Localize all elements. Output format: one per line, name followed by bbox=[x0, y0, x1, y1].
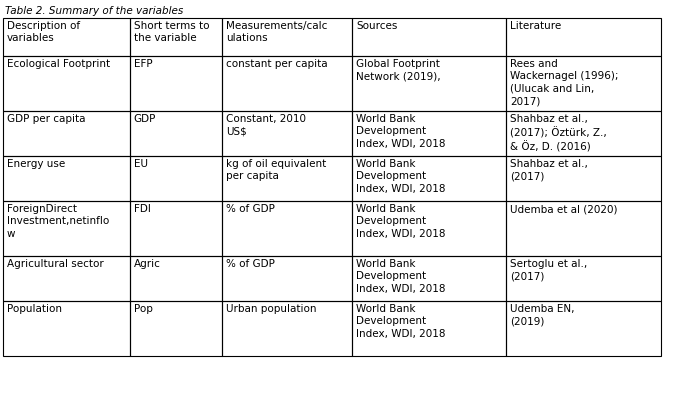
Bar bbox=[223, 256, 352, 301]
Text: Table 2. Summary of the variables: Table 2. Summary of the variables bbox=[5, 6, 183, 16]
Text: constant per capita: constant per capita bbox=[226, 59, 328, 69]
Text: Agricultural sector: Agricultural sector bbox=[7, 259, 104, 269]
Text: Udemba et al (2020): Udemba et al (2020) bbox=[511, 204, 618, 214]
Bar bbox=[3, 56, 130, 111]
Bar bbox=[130, 201, 223, 256]
Bar bbox=[223, 201, 352, 256]
Text: % of GDP: % of GDP bbox=[226, 204, 275, 214]
Text: Agric: Agric bbox=[134, 259, 160, 269]
Text: FDI: FDI bbox=[134, 204, 151, 214]
Bar bbox=[130, 156, 223, 201]
Bar bbox=[507, 111, 661, 156]
Text: Short terms to
the variable: Short terms to the variable bbox=[134, 21, 209, 43]
Text: Literature: Literature bbox=[511, 21, 562, 31]
Bar bbox=[130, 18, 223, 56]
Text: World Bank
Development
Index, WDI, 2018: World Bank Development Index, WDI, 2018 bbox=[357, 204, 446, 239]
Bar bbox=[352, 18, 507, 56]
Text: Measurements/calc
ulations: Measurements/calc ulations bbox=[226, 21, 328, 43]
Text: kg of oil equivalent
per capita: kg of oil equivalent per capita bbox=[226, 159, 326, 181]
Bar bbox=[352, 56, 507, 111]
Text: Urban population: Urban population bbox=[226, 304, 316, 314]
Text: Shahbaz et al.,
(2017); Öztürk, Z.,
& Öz, D. (2016): Shahbaz et al., (2017); Öztürk, Z., & Öz… bbox=[511, 114, 607, 152]
Bar bbox=[3, 111, 130, 156]
Text: Energy use: Energy use bbox=[7, 159, 65, 169]
Text: Description of
variables: Description of variables bbox=[7, 21, 80, 43]
Text: World Bank
Development
Index, WDI, 2018: World Bank Development Index, WDI, 2018 bbox=[357, 259, 446, 294]
Text: Global Footprint
Network (2019),: Global Footprint Network (2019), bbox=[357, 59, 441, 82]
Bar bbox=[352, 156, 507, 201]
Bar bbox=[3, 18, 130, 56]
Text: EU: EU bbox=[134, 159, 148, 169]
Bar bbox=[3, 301, 130, 356]
Bar bbox=[223, 111, 352, 156]
Bar bbox=[352, 256, 507, 301]
Text: Ecological Footprint: Ecological Footprint bbox=[7, 59, 110, 69]
Text: Sertoglu et al.,
(2017): Sertoglu et al., (2017) bbox=[511, 259, 588, 281]
Text: Population: Population bbox=[7, 304, 62, 314]
Bar bbox=[352, 301, 507, 356]
Bar bbox=[507, 301, 661, 356]
Text: ForeignDirect
Investment,netinflo
w: ForeignDirect Investment,netinflo w bbox=[7, 204, 109, 239]
Bar bbox=[223, 18, 352, 56]
Bar bbox=[507, 56, 661, 111]
Bar bbox=[507, 256, 661, 301]
Bar bbox=[130, 56, 223, 111]
Text: Udemba EN,
(2019): Udemba EN, (2019) bbox=[511, 304, 575, 326]
Bar bbox=[352, 111, 507, 156]
Bar bbox=[3, 256, 130, 301]
Text: GDP per capita: GDP per capita bbox=[7, 114, 86, 124]
Bar bbox=[223, 301, 352, 356]
Bar bbox=[3, 201, 130, 256]
Text: World Bank
Development
Index, WDI, 2018: World Bank Development Index, WDI, 2018 bbox=[357, 114, 446, 149]
Bar bbox=[130, 256, 223, 301]
Text: Constant, 2010
US$: Constant, 2010 US$ bbox=[226, 114, 306, 136]
Text: EFP: EFP bbox=[134, 59, 152, 69]
Text: World Bank
Development
Index, WDI, 2018: World Bank Development Index, WDI, 2018 bbox=[357, 304, 446, 339]
Text: % of GDP: % of GDP bbox=[226, 259, 275, 269]
Bar bbox=[130, 301, 223, 356]
Bar bbox=[507, 156, 661, 201]
Text: Sources: Sources bbox=[357, 21, 398, 31]
Bar bbox=[3, 156, 130, 201]
Text: World Bank
Development
Index, WDI, 2018: World Bank Development Index, WDI, 2018 bbox=[357, 159, 446, 194]
Text: Pop: Pop bbox=[134, 304, 153, 314]
Bar bbox=[507, 18, 661, 56]
Text: Rees and
Wackernagel (1996);
(Ulucak and Lin,
2017): Rees and Wackernagel (1996); (Ulucak and… bbox=[511, 59, 619, 106]
Bar bbox=[223, 56, 352, 111]
Bar bbox=[507, 201, 661, 256]
Bar bbox=[223, 156, 352, 201]
Text: GDP: GDP bbox=[134, 114, 156, 124]
Text: Shahbaz et al.,
(2017): Shahbaz et al., (2017) bbox=[511, 159, 588, 181]
Bar bbox=[130, 111, 223, 156]
Bar bbox=[352, 201, 507, 256]
